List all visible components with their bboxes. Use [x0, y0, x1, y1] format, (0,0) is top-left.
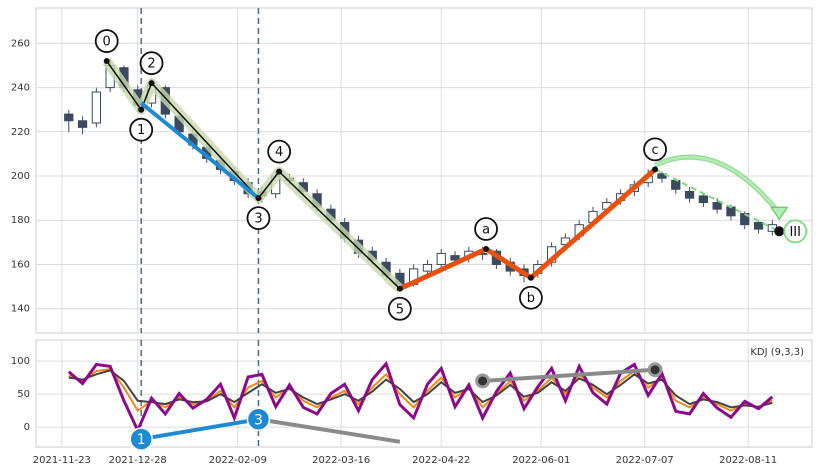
x-tick-label: 2022-04-22: [412, 455, 470, 466]
wave-line: [258, 417, 401, 444]
indicator-line: [67, 360, 774, 435]
wave-label: a: [482, 222, 490, 237]
wave-label-circle: [267, 139, 292, 164]
wave-label-circle: [474, 217, 498, 241]
wave-label: 3: [254, 412, 263, 428]
wave-label-circle: [94, 29, 119, 53]
x-tick-label: 2022-06-01: [512, 455, 570, 466]
wave-line: [140, 417, 259, 442]
wave-label: 1: [137, 432, 146, 448]
wave-label: 4: [275, 145, 283, 160]
wave-label: 2: [147, 57, 155, 72]
wave-label-circle: [519, 285, 543, 310]
wave-point: [255, 195, 262, 202]
candle-body: [77, 120, 88, 128]
panel-layer: 140 160 180 200 220 240 260 0 1 2 3 4 5 a b c III: [11, 8, 812, 333]
wave-label: c: [651, 143, 658, 158]
x-tick-label: 2022-02-09: [209, 455, 267, 466]
wave-line: [654, 168, 780, 233]
wave-label-circle: [387, 296, 412, 321]
x-tick-label: 2021-11-23: [33, 455, 91, 466]
x-tick-label: 2022-08-11: [719, 455, 777, 466]
arrow-head: [770, 206, 789, 221]
overlay-dot: [647, 362, 663, 378]
candle-body: [422, 263, 433, 272]
wave-label: b: [527, 291, 535, 306]
x-tick-label: 2021-12-28: [109, 455, 167, 466]
wave-label: 3: [254, 212, 262, 227]
y-tick-label: 200: [11, 171, 30, 182]
candle-body: [450, 255, 460, 261]
wave-line: [398, 167, 657, 292]
overlay-dot: [475, 373, 491, 389]
y-tick-label: 140: [11, 304, 30, 315]
candle-body: [740, 213, 750, 226]
y-tick-label: 180: [11, 215, 30, 226]
y-tick-label: 240: [11, 83, 30, 94]
wave-point: [396, 285, 403, 292]
candle-body: [671, 179, 681, 190]
wave-point: [148, 80, 155, 87]
y-tick-label: 0: [24, 422, 30, 433]
wave-label-circle: [139, 51, 164, 76]
wave-label-circle: [129, 117, 154, 142]
candle-body: [91, 91, 101, 124]
wave-point: [103, 58, 110, 65]
y-tick-label: 260: [11, 38, 30, 49]
candle-body: [684, 191, 695, 199]
candle-body: [64, 113, 74, 122]
indicator-title: KDJ (9,3,3): [750, 347, 804, 358]
wave-line: [106, 60, 401, 290]
wave-label-circle: [783, 219, 808, 244]
wave-label-marker: [129, 427, 153, 451]
wave-label-circle: [643, 137, 667, 162]
candle-body: [657, 173, 667, 179]
wave-point: [527, 274, 534, 281]
candle-body: [436, 252, 446, 265]
wave-label: 5: [396, 302, 404, 317]
wave-label: 1: [137, 123, 145, 138]
x-tick-label: 2022-07-07: [616, 455, 674, 466]
candle-body: [712, 202, 722, 210]
y-tick-label: 50: [17, 389, 30, 400]
wave-point: [652, 166, 659, 173]
x-tick-label: 2022-03-16: [312, 455, 370, 466]
panel-layer: 0 50 100 2021-11-23 2021-12-28 2022-02-09 2022…: [11, 340, 812, 466]
wave-label: 0: [103, 35, 111, 50]
y-tick-label: 160: [11, 259, 30, 270]
wave-label: III: [789, 225, 801, 240]
wave-label-circle: [246, 206, 271, 231]
wave-point: [138, 106, 145, 113]
candle-body: [753, 221, 764, 230]
wave-label-marker: [246, 407, 271, 432]
wave-point: [774, 226, 785, 237]
candle-body: [698, 195, 708, 204]
y-tick-label: 220: [11, 127, 30, 138]
y-tick-label: 100: [11, 356, 30, 367]
wave-point: [276, 168, 283, 175]
wave-point: [483, 245, 490, 252]
wave-line: [482, 367, 656, 383]
wave-line: [139, 101, 260, 200]
curved-arrow: [654, 155, 781, 215]
